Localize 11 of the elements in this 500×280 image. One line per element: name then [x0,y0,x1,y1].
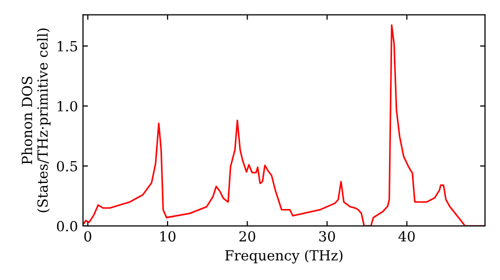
x-tick-label: 20 [239,231,256,242]
y-tick-label: 1.0 [58,100,78,112]
x-tick-label: 10 [160,231,176,242]
x-tick-label: 0 [84,231,92,242]
y-tick-label: 0.5 [56,160,78,172]
y-axis-title: Phonon DOS (States/THz·primitive cell) [22,28,50,212]
x-tick-label: 40 [398,231,415,242]
x-tick-label: 30 [319,231,335,242]
y-tick-label: 1.5 [58,40,78,52]
y-tick-label: 0.0 [56,220,78,232]
x-axis-title: Frequency (THz) [225,250,342,264]
